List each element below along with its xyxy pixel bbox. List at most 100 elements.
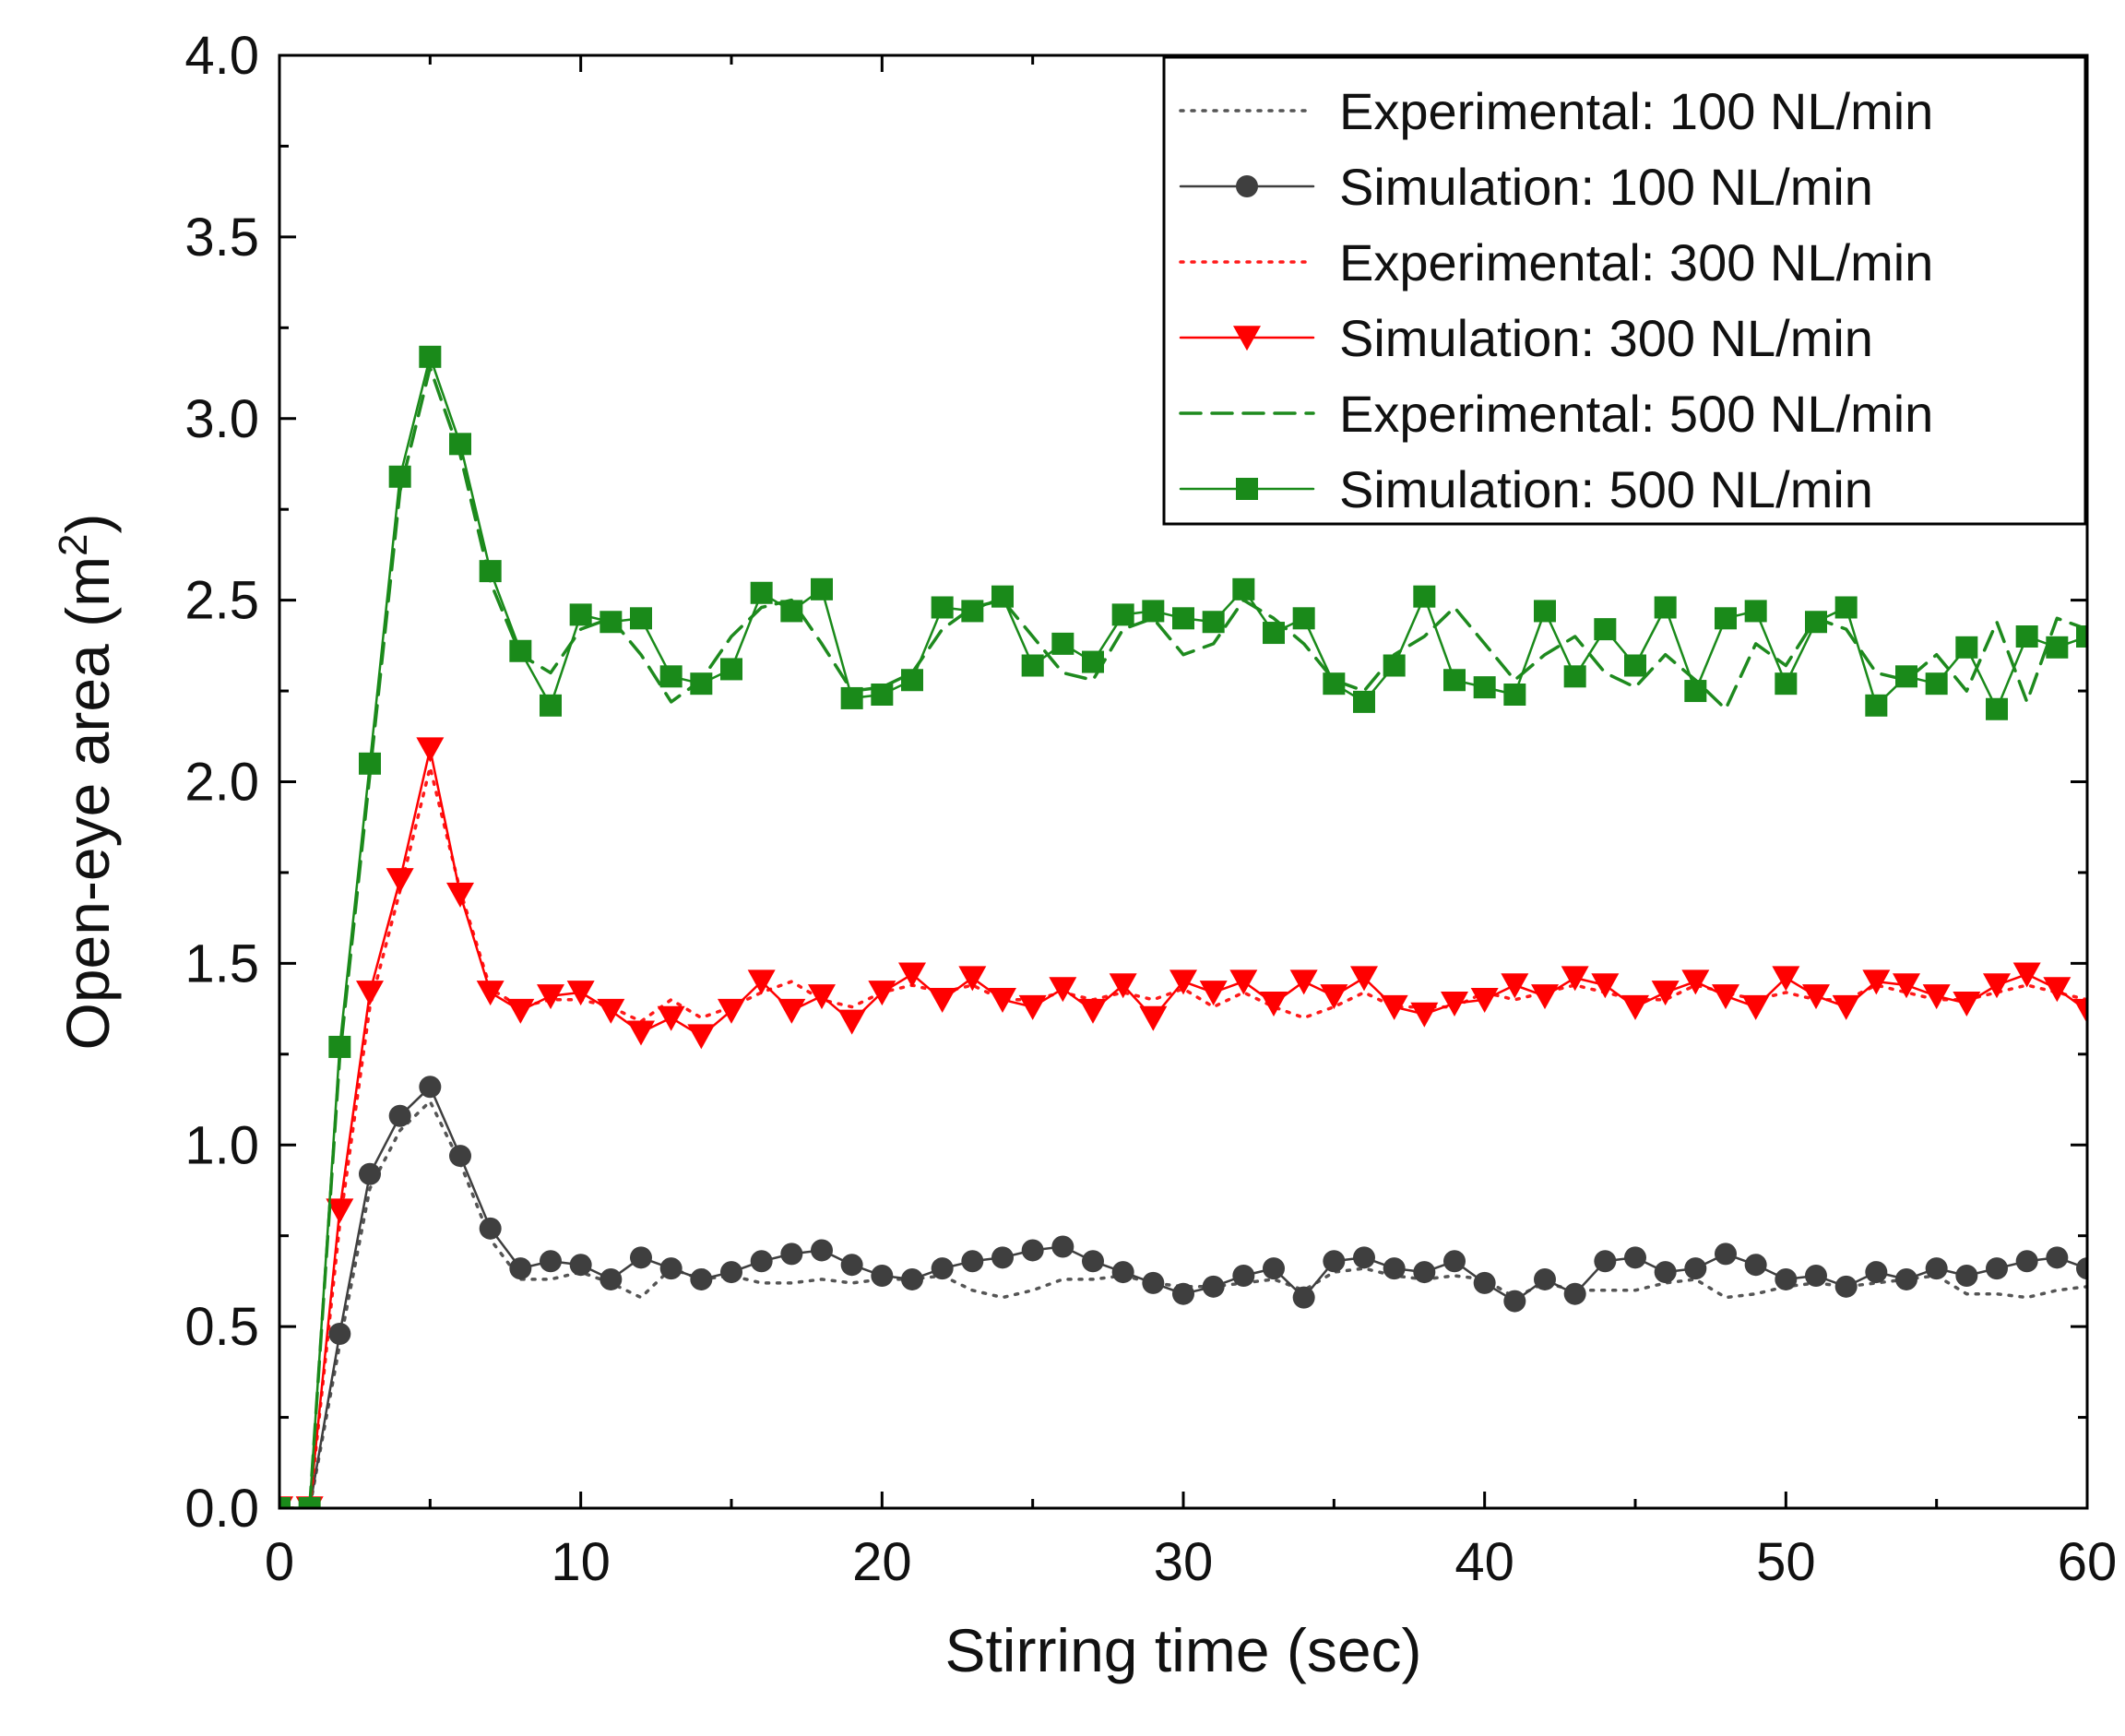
- data-point: [1049, 977, 1077, 1003]
- x-tick-label: 60: [2058, 1532, 2118, 1592]
- data-point: [566, 981, 595, 1006]
- data-point: [811, 1239, 833, 1262]
- data-point: [359, 752, 381, 775]
- series-2: [279, 1076, 2087, 1508]
- y-axis-title-superscript: 2: [51, 533, 96, 555]
- data-point: [690, 1267, 713, 1290]
- data-point: [1051, 632, 1074, 655]
- data-point: [1922, 984, 1951, 1010]
- data-point: [1473, 1271, 1496, 1294]
- data-point: [1501, 973, 1529, 999]
- data-point: [1443, 669, 1466, 692]
- axes: 0 10 20 30 40 50 60 0.0 0.5 1.0 1.5 2.0 2.5 3.0 3.5 4.0: [184, 26, 2117, 1592]
- data-point: [1563, 1282, 1586, 1305]
- data-point: [1263, 1257, 1285, 1280]
- data-point: [388, 465, 411, 488]
- data-point: [1079, 998, 1107, 1024]
- y-tick-label: 1.5: [184, 933, 259, 993]
- data-point: [958, 966, 987, 992]
- data-point: [1082, 650, 1104, 673]
- data-point: [1865, 694, 1888, 717]
- y-tick-label: 4.0: [184, 26, 259, 86]
- data-point: [2043, 977, 2072, 1003]
- data-point: [1534, 600, 1556, 623]
- data-point: [1413, 585, 1436, 608]
- data-point: [808, 984, 836, 1010]
- data-point: [1925, 672, 1948, 696]
- data-point: [1323, 672, 1346, 696]
- data-point: [1531, 984, 1559, 1010]
- x-tick-label: 40: [1454, 1532, 1514, 1592]
- data-point: [901, 669, 923, 692]
- data-point: [1775, 1267, 1798, 1290]
- data-point: [871, 1265, 894, 1287]
- data-point: [1953, 991, 1981, 1017]
- data-point: [1172, 1282, 1194, 1305]
- data-point: [840, 1254, 863, 1277]
- y-tick-label: 3.5: [184, 208, 259, 268]
- data-point: [1895, 1267, 1917, 1290]
- data-point: [1111, 603, 1134, 626]
- data-point: [1744, 1254, 1767, 1277]
- data-point: [1199, 981, 1228, 1006]
- data-point: [1681, 969, 1710, 995]
- data-point: [1832, 994, 1860, 1020]
- data-point: [1410, 1002, 1439, 1028]
- data-point: [1383, 654, 1406, 677]
- data-point: [537, 984, 564, 1010]
- data-point: [298, 1497, 321, 1508]
- y-tick-label: 2.0: [184, 753, 259, 813]
- data-point: [780, 600, 803, 623]
- data-point: [1172, 607, 1194, 630]
- data-point: [659, 1257, 683, 1280]
- data-point: [1202, 1275, 1225, 1298]
- data-point: [1594, 618, 1617, 641]
- data-point: [509, 639, 532, 662]
- data-point: [868, 981, 896, 1006]
- data-point: [1654, 1261, 1677, 1284]
- data-point: [1109, 973, 1137, 999]
- data-point: [1263, 622, 1285, 645]
- data-point: [989, 988, 1016, 1013]
- data-point: [1142, 1271, 1165, 1294]
- legend-swatch-marker: [1233, 326, 1261, 351]
- plot-area: [279, 345, 2087, 1508]
- data-point: [747, 969, 776, 995]
- data-point: [1591, 973, 1620, 999]
- data-point: [569, 1254, 592, 1277]
- data-point: [1473, 676, 1496, 699]
- legend-swatch-marker: [1236, 478, 1258, 500]
- legend-item-2: Simulation: 100 NL/min: [1179, 158, 1873, 216]
- data-point: [1380, 994, 1408, 1020]
- data-point: [1805, 611, 1827, 634]
- data-point: [931, 1257, 954, 1280]
- data-point: [1895, 665, 1917, 688]
- data-point: [630, 607, 652, 630]
- data-point: [750, 1250, 773, 1273]
- y-tick-label: 3.0: [184, 389, 259, 449]
- y-axis-title: Open-eye area (m2): [51, 513, 122, 1050]
- data-point: [1292, 1286, 1315, 1309]
- data-point: [1834, 596, 1858, 619]
- data-point: [1775, 672, 1798, 696]
- data-point: [476, 981, 505, 1006]
- data-point: [1323, 1250, 1346, 1273]
- data-point: [1229, 969, 1258, 995]
- data-point: [1350, 966, 1378, 992]
- data-point: [540, 694, 562, 717]
- legend-item-3: Experimental: 300 NL/min: [1179, 233, 1933, 291]
- series-3: [279, 766, 2087, 1508]
- y-tick-label: 0.5: [184, 1297, 259, 1357]
- data-point: [1202, 611, 1225, 634]
- data-point: [750, 581, 773, 604]
- data-point: [1441, 991, 1468, 1017]
- legend: Experimental: 100 NL/min Simulation: 100 …: [1162, 55, 2087, 526]
- data-point: [1805, 1265, 1827, 1287]
- legend-label: Simulation: 300 NL/min: [1339, 309, 1873, 367]
- data-point: [1741, 994, 1770, 1020]
- data-point: [1986, 1257, 2008, 1280]
- data-point: [1925, 1257, 1948, 1280]
- data-point: [1232, 577, 1255, 600]
- legend-label: Experimental: 500 NL/min: [1339, 385, 1933, 443]
